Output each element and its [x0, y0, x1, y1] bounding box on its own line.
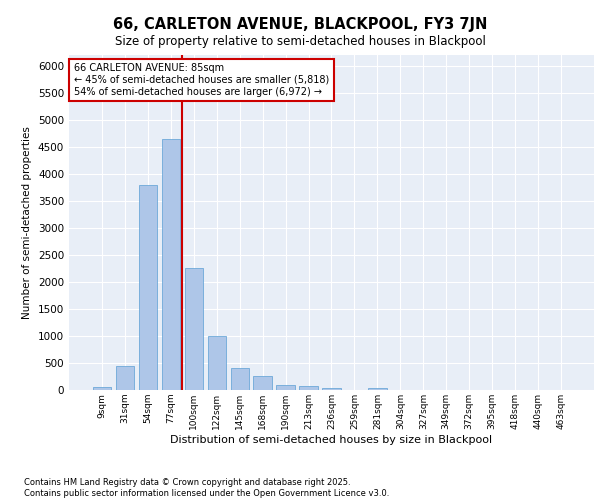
Text: 66 CARLETON AVENUE: 85sqm
← 45% of semi-detached houses are smaller (5,818)
54% : 66 CARLETON AVENUE: 85sqm ← 45% of semi-…	[74, 64, 329, 96]
Y-axis label: Number of semi-detached properties: Number of semi-detached properties	[22, 126, 32, 319]
Bar	[277, 384, 295, 390]
Bar	[139, 184, 157, 390]
Text: Contains HM Land Registry data © Crown copyright and database right 2025.
Contai: Contains HM Land Registry data © Crown c…	[24, 478, 389, 498]
Bar	[116, 366, 134, 390]
Bar	[299, 386, 318, 390]
Bar	[185, 268, 203, 390]
X-axis label: Distribution of semi-detached houses by size in Blackpool: Distribution of semi-detached houses by …	[170, 434, 493, 444]
Bar	[230, 368, 249, 390]
Text: 66, CARLETON AVENUE, BLACKPOOL, FY3 7JN: 66, CARLETON AVENUE, BLACKPOOL, FY3 7JN	[113, 18, 487, 32]
Bar	[322, 388, 341, 390]
Bar	[253, 376, 272, 390]
Bar	[93, 388, 111, 390]
Text: Size of property relative to semi-detached houses in Blackpool: Size of property relative to semi-detach…	[115, 35, 485, 48]
Bar	[368, 388, 386, 390]
Bar	[162, 138, 180, 390]
Bar	[208, 336, 226, 390]
